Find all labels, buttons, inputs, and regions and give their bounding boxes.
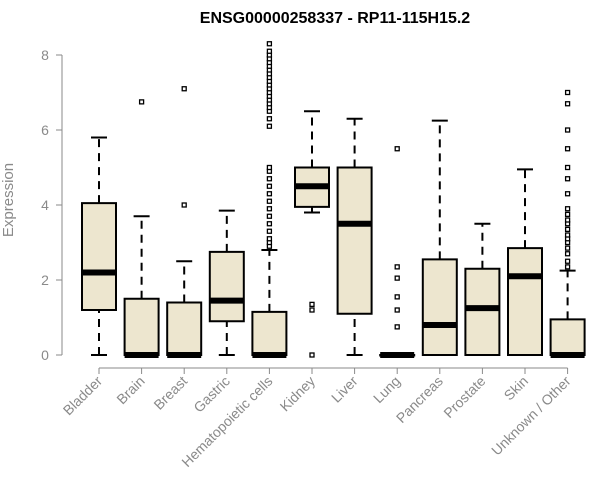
outlier-point — [266, 176, 273, 182]
box-lung — [379, 146, 416, 358]
outlier-point — [564, 146, 571, 152]
outlier-point — [564, 164, 571, 171]
outlier-point — [309, 301, 315, 308]
y-tick-label: 2 — [41, 272, 49, 288]
y-tick-label: 0 — [41, 347, 49, 363]
box-bladder — [81, 136, 117, 356]
box-body — [421, 258, 458, 356]
boxes-layer — [81, 41, 586, 358]
outlier-point — [394, 324, 400, 330]
y-tick-label: 4 — [41, 197, 49, 213]
outlier-point — [266, 206, 273, 212]
outlier-point — [266, 164, 273, 171]
x-tick-label: Breast — [150, 373, 190, 413]
box-body — [123, 297, 160, 356]
outlier-point — [309, 352, 315, 358]
box-prostate — [464, 222, 501, 356]
outlier-point — [138, 99, 145, 105]
x-tick-label: Pancreas — [393, 373, 446, 426]
outlier-point — [266, 41, 273, 47]
box-unknown-other — [549, 89, 586, 358]
box-skin — [507, 168, 543, 356]
outlier-point — [564, 245, 571, 251]
y-tick-label: 6 — [41, 122, 49, 138]
outlier-point — [564, 226, 571, 233]
x-tick-label: Gastric — [190, 373, 233, 416]
outlier-point — [394, 264, 400, 270]
outlier-point — [564, 89, 571, 96]
outlier-point — [564, 264, 571, 270]
y-axis-label: Expression — [0, 163, 17, 237]
x-tick-label: Bladder — [60, 373, 106, 419]
outlier-point — [266, 213, 273, 219]
y-tick-label: 8 — [41, 47, 49, 63]
outlier-point — [564, 211, 571, 218]
outlier-point — [564, 232, 571, 238]
outlier-point — [394, 146, 400, 152]
box-gastric — [208, 209, 245, 356]
outlier-point — [266, 48, 273, 54]
outlier-point — [181, 202, 187, 208]
outlier-point — [394, 294, 400, 300]
outlier-point — [266, 236, 273, 242]
box-brain — [123, 99, 160, 358]
box-body — [166, 301, 203, 356]
x-tick-label: Kidney — [277, 373, 319, 415]
outlier-point — [394, 307, 400, 313]
x-tick-label: Skin — [501, 373, 532, 404]
outlier-point — [309, 307, 315, 313]
x-tick-label: Liver — [328, 373, 361, 406]
x-tick-label: Brain — [113, 373, 147, 407]
outlier-point — [564, 127, 571, 133]
x-tick-label: Prostate — [440, 373, 488, 421]
y-axis: 0 2 4 6 8 — [41, 47, 63, 363]
outlier-point — [266, 191, 273, 197]
box-liver — [336, 117, 373, 356]
outlier-point — [181, 86, 187, 92]
box-body — [81, 202, 117, 311]
outlier-point — [266, 123, 273, 129]
box-breast — [166, 86, 203, 358]
box-hematopoietic-cells — [251, 41, 288, 358]
outlier-point — [564, 206, 571, 212]
outlier-point — [266, 221, 273, 227]
outlier-point — [266, 183, 273, 189]
outlier-point — [564, 251, 571, 257]
outlier-point — [394, 275, 400, 281]
outlier-point — [266, 228, 273, 234]
outlier-point — [564, 176, 571, 182]
outlier-point — [564, 258, 571, 264]
x-tick-label: Lung — [370, 373, 403, 406]
box-pancreas — [421, 119, 458, 356]
box-body — [336, 166, 373, 315]
outlier-point — [564, 101, 571, 107]
box-kidney — [294, 110, 330, 358]
box-body — [549, 318, 586, 356]
chart-title: ENSG00000258337 - RP11-115H15.2 — [200, 10, 471, 27]
box-body — [507, 247, 543, 356]
box-body — [208, 250, 245, 323]
box-body — [251, 310, 288, 356]
outlier-point — [564, 217, 571, 223]
x-tick-label: Unknown / Other — [488, 373, 574, 459]
outlier-point — [564, 191, 571, 197]
outlier-point — [266, 198, 273, 204]
box-body — [464, 267, 501, 356]
outlier-point — [266, 116, 273, 122]
